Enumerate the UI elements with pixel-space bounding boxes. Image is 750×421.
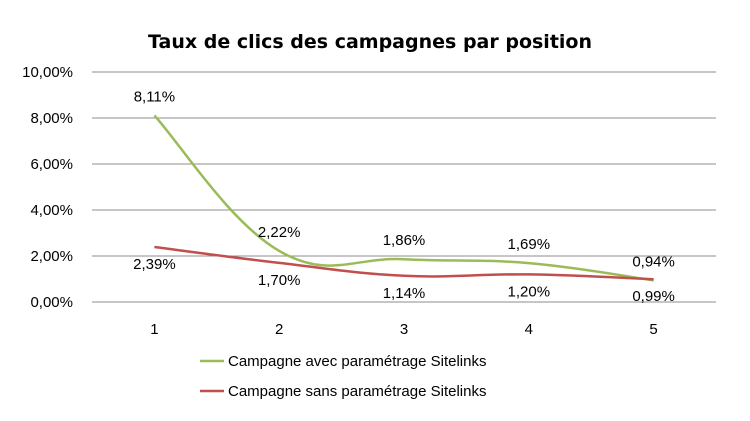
x-tick-label: 5: [649, 321, 657, 338]
y-tick-label: 10,00%: [22, 64, 73, 81]
data-label: 2,39%: [133, 256, 176, 273]
data-label: 1,14%: [383, 285, 426, 302]
x-tick-label: 3: [400, 321, 408, 338]
data-label: 1,86%: [383, 232, 426, 249]
y-tick-label: 4,00%: [30, 202, 73, 219]
y-axis-ticks: 0,00% 2,00% 4,00% 6,00% 8,00% 10,00%: [22, 64, 73, 311]
data-label: 0,94%: [632, 253, 675, 270]
data-label: 1,69%: [508, 236, 551, 253]
x-tick-label: 1: [150, 321, 158, 338]
data-label: 1,20%: [508, 283, 551, 300]
x-tick-label: 4: [525, 321, 533, 338]
y-tick-label: 8,00%: [30, 110, 73, 127]
data-label: 1,70%: [258, 272, 301, 289]
gridlines: [92, 72, 716, 302]
data-label: 0,99%: [632, 288, 675, 305]
data-labels: 8,11% 2,22% 1,86% 1,69% 0,94% 2,39% 1,70% 1,14%…: [133, 88, 675, 305]
x-axis-ticks: 1 2 3 4 5: [150, 321, 658, 338]
series-line: [154, 247, 653, 279]
data-label: 2,22%: [258, 224, 301, 241]
chart-title: Taux de clics des campagnes par position: [148, 31, 592, 53]
y-tick-label: 6,00%: [30, 156, 73, 173]
legend: Campagne avec paramétrage Sitelinks Campa…: [200, 353, 486, 400]
y-tick-label: 0,00%: [30, 294, 73, 311]
x-tick-label: 2: [275, 321, 283, 338]
y-tick-label: 2,00%: [30, 248, 73, 265]
legend-label: Campagne sans paramétrage Sitelinks: [228, 383, 486, 400]
data-label: 8,11%: [134, 88, 175, 105]
legend-label: Campagne avec paramétrage Sitelinks: [228, 353, 486, 370]
